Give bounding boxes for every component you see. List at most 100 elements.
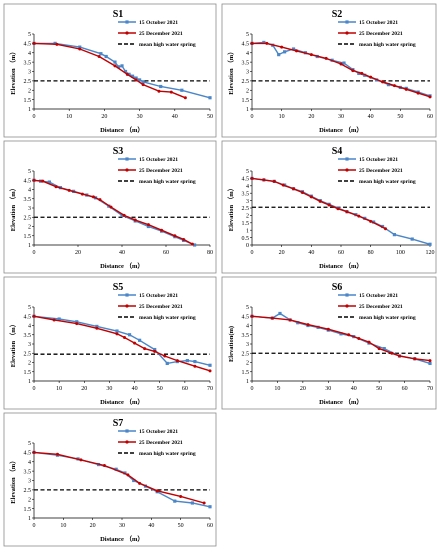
y-tick-label: 5 <box>246 32 249 38</box>
point-dec <box>281 183 285 187</box>
y-tick-label: 3 <box>28 479 31 485</box>
point-dec <box>79 458 83 462</box>
point-oct <box>104 54 108 59</box>
y-tick-label: 2 <box>28 497 31 503</box>
y-tick-label: 2 <box>28 361 31 367</box>
point-oct <box>141 80 145 84</box>
x-tick-label: 0 <box>33 250 36 256</box>
point-dec <box>324 56 328 60</box>
point-dec <box>32 178 36 182</box>
point-oct <box>130 74 135 78</box>
point-dec <box>357 336 361 340</box>
y-tick-label: 2.5 <box>24 351 32 357</box>
x-tick-label: 10 <box>60 523 66 529</box>
point-oct <box>146 224 150 229</box>
point-dec <box>250 176 254 180</box>
x-tick-label: 50 <box>157 386 163 392</box>
point-dec <box>262 178 266 182</box>
legend-dec-label: 25 December 2021 <box>139 168 183 174</box>
y-axis-label: Elevation （m） <box>227 48 235 94</box>
y-tick-label: 5 <box>246 305 249 311</box>
x-tick-label: 50 <box>207 114 213 120</box>
point-oct <box>47 180 51 184</box>
y-tick-label: 3.5 <box>242 60 250 66</box>
point-dec <box>95 326 99 330</box>
point-dec <box>155 489 159 493</box>
point-dec <box>113 64 117 68</box>
y-tick-label: 1.5 <box>242 98 250 104</box>
x-tick-label: 40 <box>368 114 374 120</box>
point-oct <box>208 505 212 509</box>
point-oct <box>339 332 343 336</box>
point-dec <box>141 83 145 87</box>
panel-frame <box>3 3 217 138</box>
y-tick-label: 4 <box>28 188 31 194</box>
y-tick-label: 3.5 <box>242 191 250 197</box>
x-tick-label: 60 <box>338 250 344 256</box>
chart-title: S4 <box>332 146 343 157</box>
point-dec <box>190 242 194 246</box>
point-dec <box>126 473 130 477</box>
y-tick-label: 4 <box>28 51 31 57</box>
x-tick-label: 0 <box>33 114 36 120</box>
legend-dec-marker <box>345 31 349 35</box>
chart-title: S6 <box>332 282 343 293</box>
x-tick-label: 30 <box>106 386 112 392</box>
panel-s3: S3 1 1.5 2 2.5 3 3.5 4 4.5 5 0 20 40 60 80 Distance （m）… <box>3 140 217 274</box>
point-oct <box>53 41 57 45</box>
x-tick-label: 0 <box>251 386 254 392</box>
x-tick-label: 20 <box>300 386 306 392</box>
legend-dec-label: 25 December 2021 <box>359 168 403 174</box>
y-tick-label: 0.5 <box>242 236 250 242</box>
point-dec <box>54 185 58 189</box>
point-dec <box>169 90 173 94</box>
legend-dec-marker <box>345 304 349 308</box>
y-tick-label: 1 <box>246 228 249 234</box>
legend-mhws-label: mean high water spring <box>139 42 196 48</box>
x-tick-label: 20 <box>279 250 285 256</box>
x-tick-label: 40 <box>148 523 154 529</box>
point-dec <box>78 47 82 51</box>
x-axis-label: Distance （m） <box>319 398 363 406</box>
x-tick-label: 30 <box>119 523 125 529</box>
point-dec <box>143 347 147 351</box>
point-dec <box>153 349 157 353</box>
y-tick-label: 1 <box>28 107 31 113</box>
x-tick-label: 10 <box>56 386 62 392</box>
legend-oct-label: 15 October 2021 <box>139 157 178 163</box>
y-tick-label: 3.5 <box>24 469 32 475</box>
y-tick-label: 3.5 <box>24 60 32 66</box>
point-dec <box>133 341 137 345</box>
legend-dec-marker <box>125 168 129 172</box>
y-tick-label: 3 <box>246 199 249 205</box>
x-tick-label: 0 <box>33 386 36 392</box>
legend-oct-marker <box>345 20 349 24</box>
point-dec <box>75 322 79 326</box>
x-tick-label: 20 <box>101 114 107 120</box>
point-dec <box>175 359 179 363</box>
y-tick-label: 2 <box>246 361 249 367</box>
panel-frame <box>221 276 437 410</box>
point-oct <box>159 84 163 89</box>
y-tick-label: 1 <box>28 516 31 522</box>
point-dec <box>32 41 36 45</box>
y-tick-label: 1.5 <box>242 221 250 227</box>
x-tick-label: 20 <box>90 523 96 529</box>
x-tick-label: 30 <box>137 114 143 120</box>
x-axis-label: Distance （m） <box>100 126 144 134</box>
point-oct <box>428 361 432 366</box>
point-oct <box>296 321 300 325</box>
point-dec <box>367 340 371 344</box>
point-oct <box>75 320 79 324</box>
point-oct <box>95 324 99 329</box>
point-oct <box>114 467 118 471</box>
y-tick-label: 2 <box>246 214 249 220</box>
point-oct <box>165 361 169 366</box>
y-tick-label: 5 <box>28 441 31 447</box>
y-tick-label: 5 <box>246 169 249 175</box>
point-oct <box>277 53 281 57</box>
point-dec <box>345 210 349 214</box>
y-axis-label: Elevation （m） <box>9 321 17 367</box>
x-tick-label: 60 <box>207 523 213 529</box>
